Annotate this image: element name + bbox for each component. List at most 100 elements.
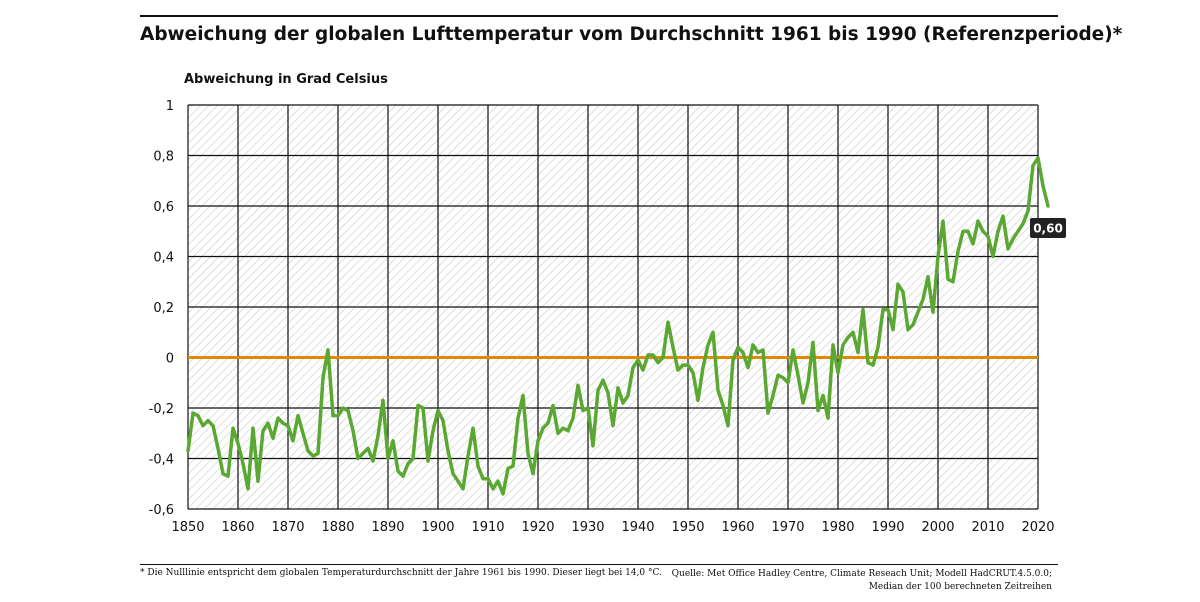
data-point [306, 449, 310, 453]
data-point [906, 328, 910, 332]
data-point [676, 368, 680, 372]
data-point [371, 459, 375, 463]
data-point [216, 447, 220, 450]
data-point [826, 416, 830, 420]
data-point [776, 373, 780, 377]
data-point [431, 429, 435, 433]
data-point [976, 219, 980, 223]
data-point [956, 250, 960, 253]
data-point [546, 421, 550, 425]
data-point [686, 363, 690, 367]
data-point [286, 424, 290, 428]
data-point [651, 353, 655, 357]
y-tick-label: 0,6 [153, 200, 174, 215]
data-point [356, 457, 360, 460]
data-point [186, 449, 190, 453]
data-point [931, 310, 935, 314]
data-point [926, 275, 930, 279]
data-point [376, 434, 380, 438]
data-point [981, 229, 985, 233]
data-point [511, 464, 515, 468]
data-point [696, 399, 700, 402]
data-point [941, 219, 945, 223]
data-point [961, 229, 965, 233]
data-point [346, 409, 350, 412]
x-tick-label: 1910 [471, 520, 504, 535]
data-point [646, 353, 650, 357]
end-value-label-text: 0,60 [1033, 222, 1063, 236]
data-point [721, 404, 725, 407]
data-point [661, 356, 665, 359]
data-point [621, 401, 625, 405]
x-tick-label: 1900 [421, 520, 454, 535]
data-point [736, 346, 740, 349]
data-point [1031, 164, 1035, 168]
data-point [586, 406, 590, 410]
data-point [766, 411, 770, 415]
data-point [786, 381, 790, 385]
data-point [241, 462, 245, 465]
data-point [876, 346, 880, 349]
y-tick-label: -0,4 [149, 453, 174, 468]
data-point [436, 409, 440, 412]
data-point [841, 343, 845, 347]
y-tick-label: -0,2 [149, 402, 174, 417]
data-point [416, 404, 420, 407]
data-point [221, 472, 225, 476]
data-point [901, 290, 905, 294]
data-point [541, 426, 545, 430]
data-point [326, 348, 330, 352]
data-point [276, 416, 280, 420]
x-tick-label: 1940 [621, 520, 654, 535]
data-point [311, 454, 315, 458]
data-point [1001, 214, 1005, 218]
data-point [626, 394, 630, 397]
data-point [871, 363, 875, 367]
y-axis-tick-labels: 1 0,8 0,6 0,4 0,2 0 -0,2 -0,4 -0,6 [149, 99, 174, 518]
data-point [471, 426, 475, 430]
data-point [461, 487, 465, 491]
data-point [381, 399, 385, 402]
data-point [571, 416, 575, 420]
data-point [536, 439, 540, 443]
data-point [506, 467, 510, 470]
data-point [781, 376, 785, 380]
data-point [411, 457, 415, 460]
data-point [581, 409, 585, 412]
data-point [711, 330, 715, 334]
data-point [861, 308, 865, 311]
data-point [946, 277, 950, 281]
data-point [1011, 237, 1015, 241]
data-point [266, 421, 270, 425]
data-point [986, 234, 990, 238]
source-note: Quelle: Met Office Hadley Centre, Climat… [672, 568, 1052, 594]
data-point [256, 479, 260, 483]
x-tick-label: 1970 [771, 520, 804, 535]
data-point [1041, 184, 1045, 188]
data-point [441, 419, 445, 422]
data-point [616, 386, 620, 390]
data-point [1016, 229, 1020, 233]
data-point [366, 447, 370, 450]
y-tick-label: 1 [166, 99, 174, 114]
data-point [636, 358, 640, 362]
x-tick-label: 1880 [321, 520, 354, 535]
x-tick-label: 1860 [221, 520, 254, 535]
x-tick-label: 2000 [921, 520, 954, 535]
data-point [1036, 156, 1040, 160]
data-point [671, 346, 675, 349]
data-point [746, 366, 750, 369]
data-point [406, 462, 410, 465]
data-point [831, 343, 835, 347]
top-rule [140, 15, 1058, 17]
data-point [916, 310, 920, 314]
source-line-1: Quelle: Met Office Hadley Centre, Climat… [671, 569, 1052, 579]
data-point [856, 351, 860, 354]
x-tick-label: 1930 [571, 520, 604, 535]
data-point [681, 363, 685, 367]
data-point [891, 328, 895, 332]
data-point [231, 426, 235, 430]
data-point [726, 424, 730, 428]
data-point [496, 479, 500, 483]
data-point [556, 431, 560, 435]
